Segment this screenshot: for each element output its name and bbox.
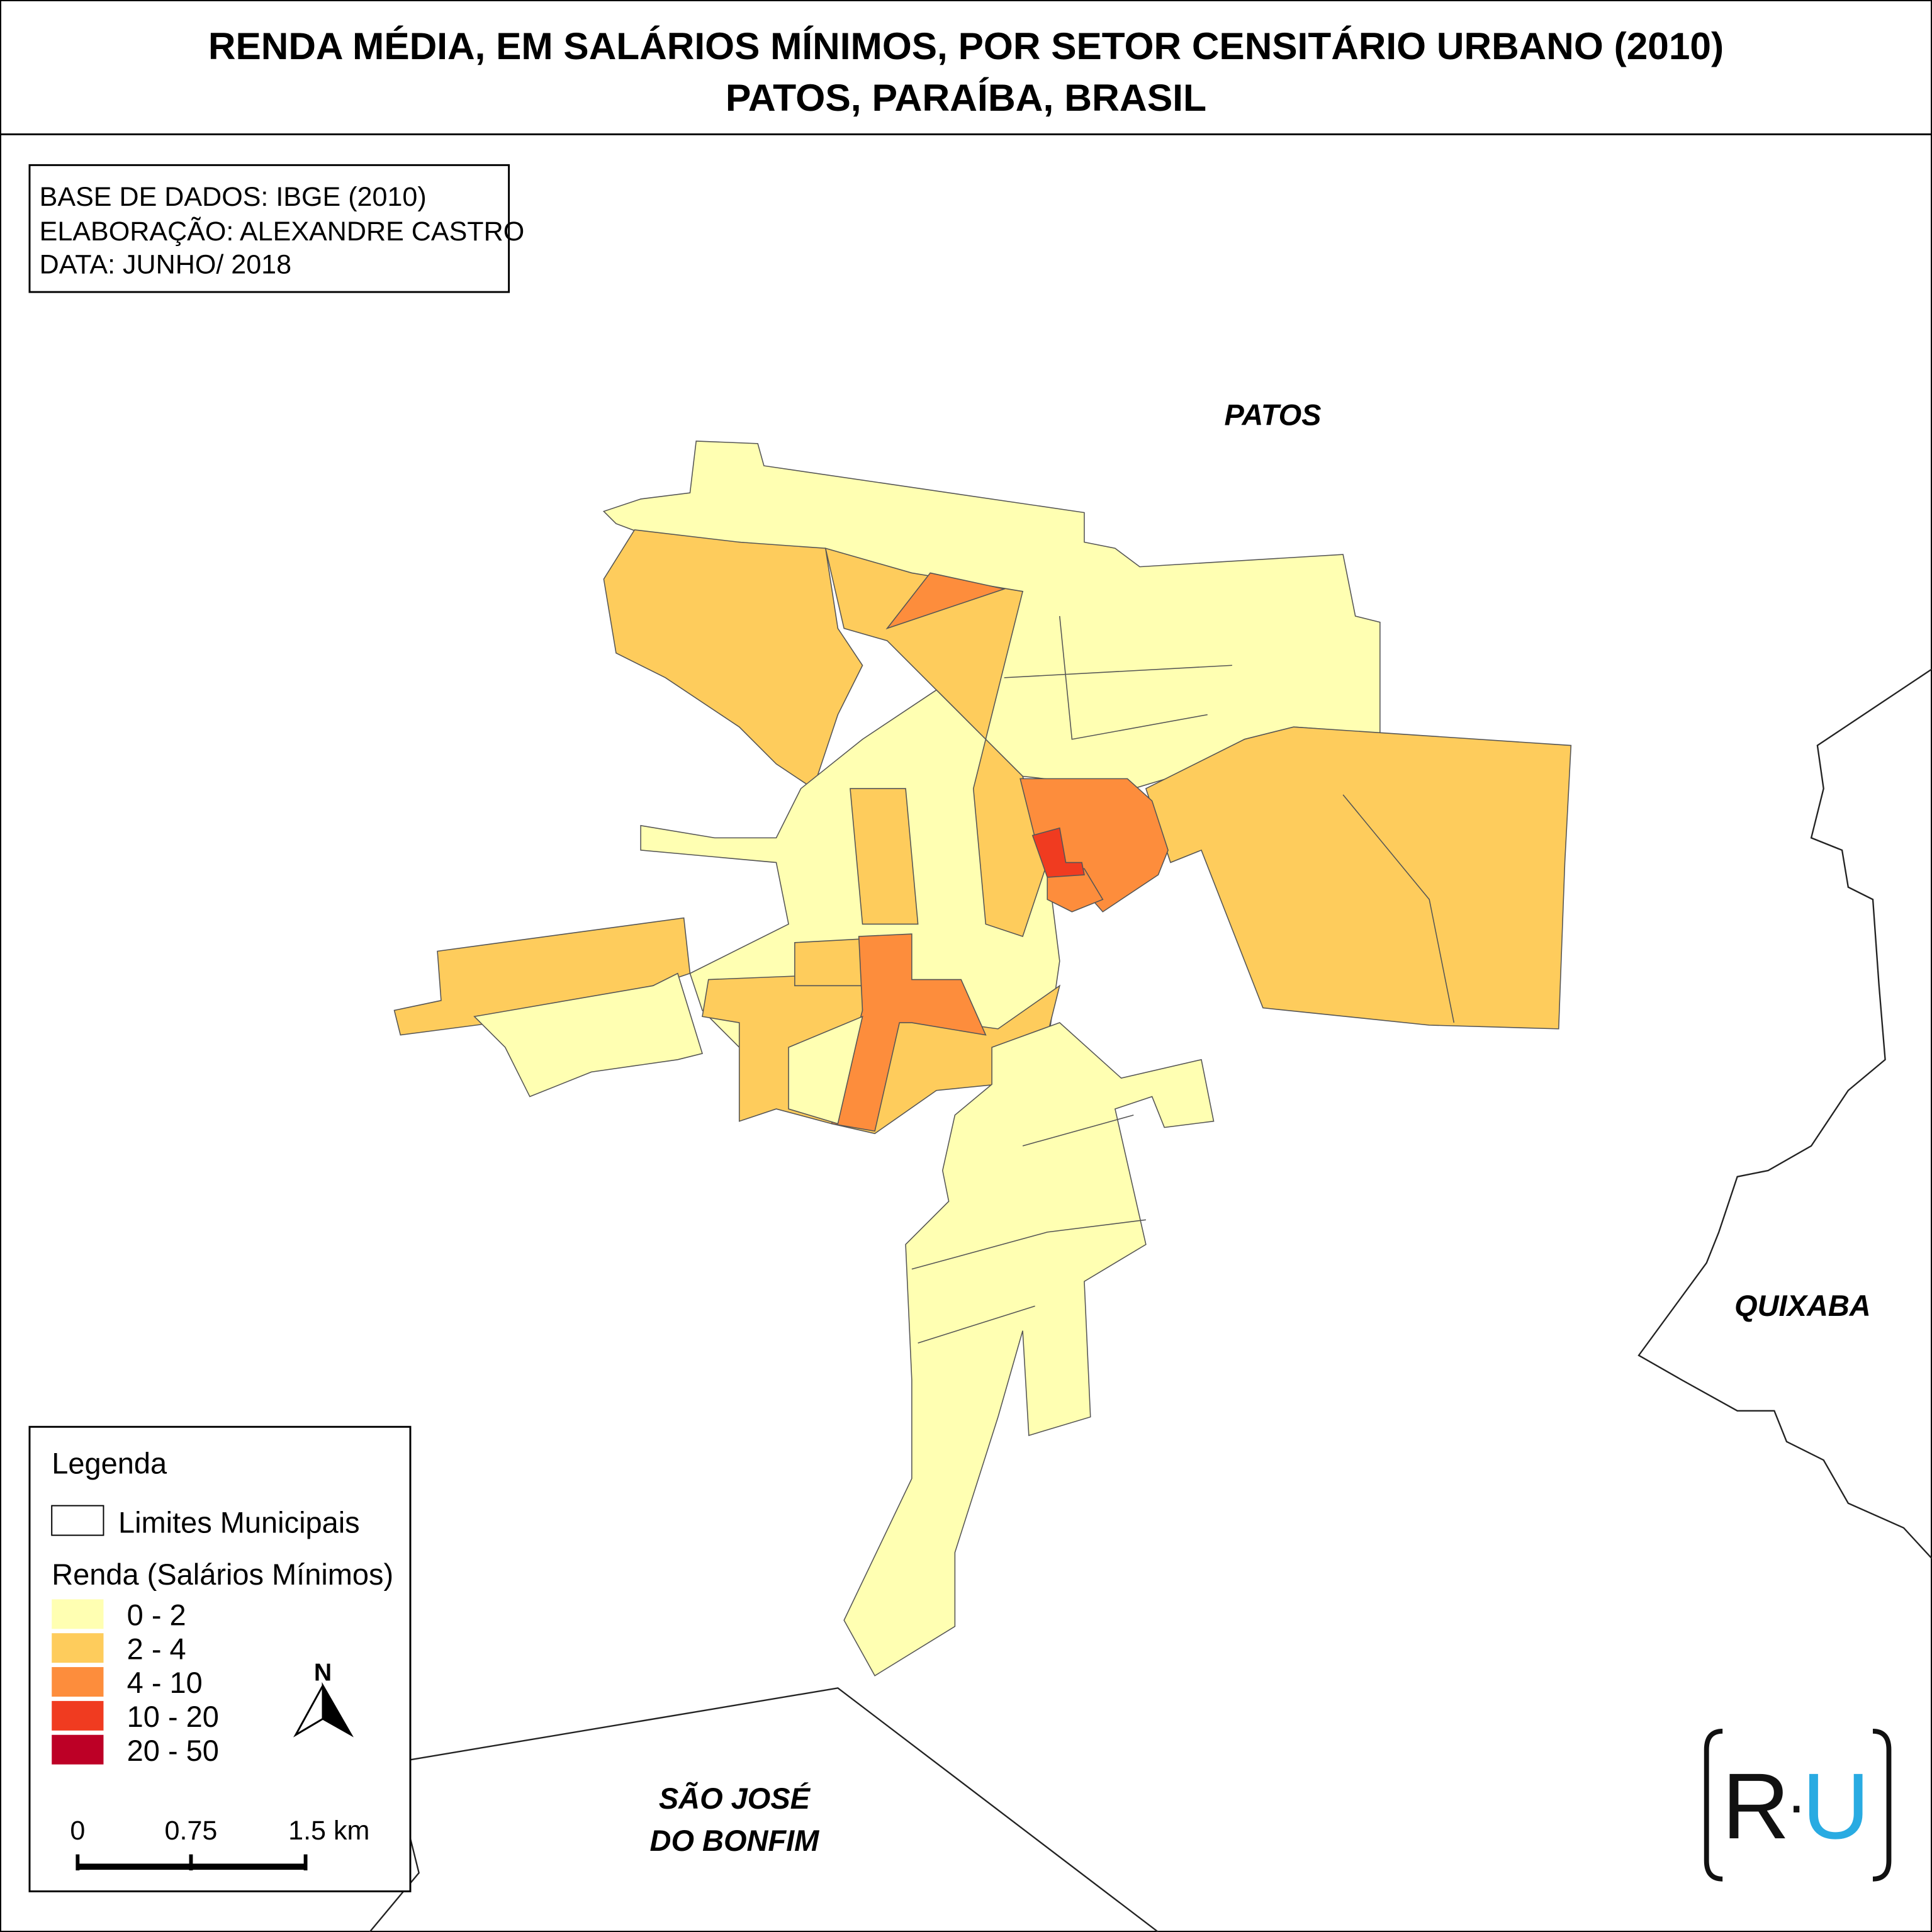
logo-letter: U xyxy=(1802,1753,1870,1858)
scale-label: 1.5 km xyxy=(288,1816,369,1846)
legend-label: 10 - 20 xyxy=(127,1700,219,1733)
logo-letter: R xyxy=(1722,1753,1789,1858)
sector-edge xyxy=(1059,615,1208,740)
sector xyxy=(972,738,1048,938)
sector-edge xyxy=(1022,1115,1134,1147)
legend-swatch xyxy=(52,1700,104,1731)
place-label: QUIXABA xyxy=(1734,1289,1871,1322)
scale-label: 0 xyxy=(70,1816,85,1846)
sector xyxy=(1145,726,1572,1030)
scale-label: 0.75 xyxy=(165,1816,218,1846)
sector-edge xyxy=(911,1219,1146,1270)
sector-edge xyxy=(1342,794,1455,1023)
legend: Legenda Limites Municipais Renda (Salári… xyxy=(28,1425,412,1892)
sector-edge xyxy=(1004,665,1232,678)
logo-dot: · xyxy=(1786,1770,1807,1839)
sectors xyxy=(393,441,1572,1676)
municipal-boundary xyxy=(1637,668,1932,1559)
title-line: RENDA MÉDIA, EM SALÁRIOS MÍNIMOS, POR SE… xyxy=(208,25,1724,67)
north-label: N xyxy=(314,1660,332,1687)
legend-swatch xyxy=(51,1505,104,1536)
legend-label: 20 - 50 xyxy=(127,1734,219,1767)
place-label: PATOS xyxy=(1225,398,1322,431)
legend-swatch xyxy=(52,1734,104,1765)
legend-title: Legenda xyxy=(52,1447,167,1480)
sector xyxy=(788,1015,863,1125)
logo: R · U xyxy=(1704,1728,1892,1882)
info-box xyxy=(28,164,510,293)
sector xyxy=(850,788,919,925)
legend-label: Limites Municipais xyxy=(118,1506,360,1539)
legend-label: 2 - 4 xyxy=(127,1632,186,1665)
title-line: PATOS, PARAÍBA, BRASIL xyxy=(726,76,1206,119)
sector xyxy=(794,938,863,987)
legend-label: 4 - 10 xyxy=(127,1666,203,1699)
info-line: DATA: JUNHO/ 2018 xyxy=(40,250,291,280)
scale-bar: 0 0.75 1.5 km xyxy=(70,1816,369,1871)
legend-swatch xyxy=(52,1667,104,1697)
sector-edge xyxy=(918,1305,1035,1344)
sector xyxy=(1031,827,1085,878)
north-arrow xyxy=(322,1682,354,1738)
info-line: BASE DE DADOS: IBGE (2010) xyxy=(40,182,427,212)
legend-swatch xyxy=(52,1599,104,1629)
place-label: SÃO JOSÉ xyxy=(659,1782,811,1815)
sector xyxy=(885,572,1006,630)
sector xyxy=(473,972,703,1098)
sector xyxy=(843,1022,1215,1676)
logo-bracket xyxy=(1872,1728,1892,1882)
legend-subtitle: Renda (Salários Mínimos) xyxy=(52,1558,393,1591)
info-line: ELABORAÇÃO: ALEXANDRE CASTRO xyxy=(40,216,525,247)
legend-swatch xyxy=(52,1633,104,1663)
legend-label: 0 - 2 xyxy=(127,1598,186,1631)
place-label: DO BONFIM xyxy=(650,1824,820,1857)
logo-bracket xyxy=(1704,1728,1723,1882)
